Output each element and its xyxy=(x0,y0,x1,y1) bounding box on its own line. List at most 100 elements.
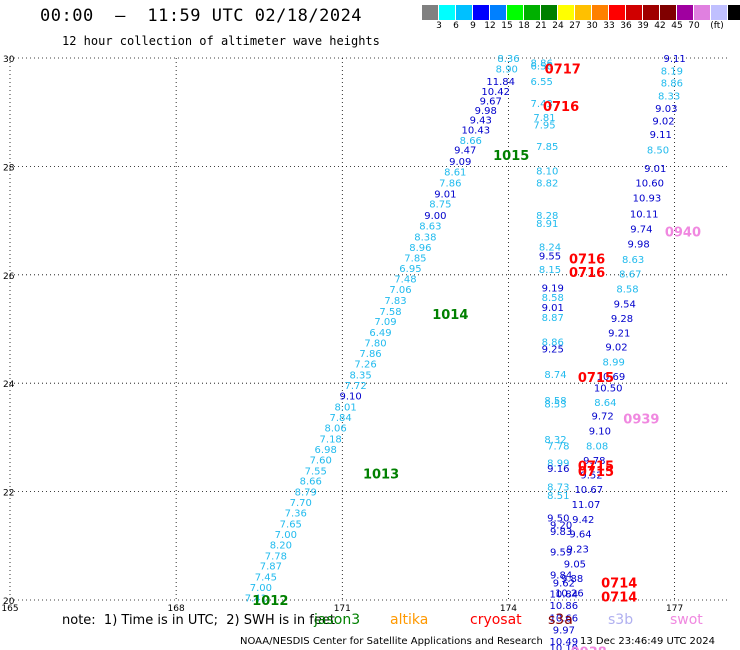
units-note: note: 1) Time is in UTC; 2) SWH is in fe… xyxy=(62,613,335,628)
wave-height-value: 9.42 xyxy=(572,515,594,526)
wave-height-colorbar: 3 6 9 12 15 18 21 24 27 30 33 36 39 42 45 70 (ft) xyxy=(422,5,740,32)
wave-height-value: 7.86 xyxy=(359,349,381,360)
colorbar-label: 30 xyxy=(586,21,598,31)
chart-subtitle: 12 hour collection of altimeter wave hei… xyxy=(62,34,380,48)
wave-height-value: 9.10 xyxy=(339,391,361,402)
wave-height-value: 9.10 xyxy=(589,427,611,438)
wave-height-value: 9.67 xyxy=(480,97,502,108)
y-tick-label: 30 xyxy=(3,55,15,65)
wave-height-value: 10.42 xyxy=(481,87,510,98)
pass-time-label: 0716 xyxy=(569,253,605,268)
wave-height-value: 8.75 xyxy=(429,200,451,211)
colorbar-swatch xyxy=(626,5,643,20)
wave-height-value: 8.91 xyxy=(536,219,558,230)
colorbar-swatch xyxy=(456,5,473,20)
wave-height-value: 7.83 xyxy=(384,296,406,307)
wave-height-value: 8.35 xyxy=(349,370,371,381)
colorbar-swatch xyxy=(677,5,694,20)
wave-height-value: 7.55 xyxy=(305,466,327,477)
wave-height-value: 9.05 xyxy=(564,559,586,570)
wave-height-value: 8.67 xyxy=(619,270,641,281)
wave-height-value: 9.59 xyxy=(550,548,572,559)
wave-height-value: 9.50 xyxy=(547,513,569,524)
wave-height-value: 7.45 xyxy=(255,572,277,583)
wave-height-value: 9.11 xyxy=(663,54,685,65)
wave-height-value: 9.28 xyxy=(611,314,633,325)
wave-height-value: 8.38 xyxy=(414,233,436,244)
wave-height-value: 6.98 xyxy=(315,445,337,456)
colorbar-swatch xyxy=(643,5,660,20)
colorbar-label: 18 xyxy=(518,21,530,31)
wave-height-value: 9.16 xyxy=(547,464,569,475)
pass-time-label: 1014 xyxy=(432,308,468,323)
pass-time-label: 0714 xyxy=(601,577,637,592)
wave-height-values: 8.368.9011.8410.429.679.989.4310.438.669… xyxy=(245,54,686,650)
satellite-legend-altika: altika xyxy=(390,612,429,628)
wave-height-value: 8.36 xyxy=(497,54,519,65)
generated-timestamp: 13 Dec 23:46:49 UTC 2024 xyxy=(580,636,715,647)
colorbar-label: 12 xyxy=(484,21,496,31)
wave-height-value: 8.96 xyxy=(409,243,431,254)
wave-height-value: 7.00 xyxy=(250,583,272,594)
wave-height-value: 8.66 xyxy=(460,136,482,147)
satellite-legend-jason3: jason3 xyxy=(314,612,361,628)
wave-height-value: 7.87 xyxy=(260,562,282,573)
wave-height-value: 8.24 xyxy=(539,242,561,253)
wave-height-value: 7.81 xyxy=(533,113,555,124)
wave-height-value: 10.11 xyxy=(630,209,659,220)
wave-height-value: 9.43 xyxy=(470,116,492,127)
colorbar-swatches xyxy=(422,5,740,20)
wave-height-value: 9.02 xyxy=(605,343,627,354)
wave-height-value: 10.60 xyxy=(635,178,664,189)
colorbar-label: 33 xyxy=(603,21,615,31)
wave-height-value: 10.26 xyxy=(555,589,584,600)
wave-height-value: 7.06 xyxy=(389,285,411,296)
wave-height-value: 7.48 xyxy=(394,274,416,285)
satellite-legend-s3b: s3b xyxy=(608,612,634,628)
wave-height-value: 10.43 xyxy=(461,125,490,136)
wave-height-value: 9.62 xyxy=(553,578,575,589)
wave-height-value: 9.23 xyxy=(567,544,589,555)
wave-height-value: 9.78 xyxy=(583,456,605,467)
wave-height-value: 10.84 xyxy=(550,589,579,600)
pass-time-label: 1013 xyxy=(363,467,399,482)
wave-height-value: 9.11 xyxy=(650,130,672,141)
colorbar-swatch xyxy=(660,5,677,20)
wave-height-value: 7.00 xyxy=(275,530,297,541)
pass-time-label: 0940 xyxy=(665,226,701,241)
wave-height-value: 9.88 xyxy=(561,574,583,585)
pass-time-label: 0715 xyxy=(578,371,614,386)
wave-height-value: 7.60 xyxy=(310,455,332,466)
wave-height-value: 8.63 xyxy=(419,221,441,232)
wave-height-value: 7.26 xyxy=(354,359,376,370)
colorbar-label: 27 xyxy=(569,21,581,31)
wave-height-value: 9.55 xyxy=(539,252,561,263)
colorbar-swatch xyxy=(694,5,711,20)
wave-height-value: 10.49 xyxy=(550,637,579,648)
wave-height-value: 9.20 xyxy=(550,520,572,531)
wave-height-value: 9.83 xyxy=(550,527,572,538)
pass-time-label: 0715 xyxy=(578,460,614,475)
x-tick-label: 165 xyxy=(1,604,18,614)
pass-time-label: 0715 xyxy=(578,465,614,480)
x-tick-label: 168 xyxy=(168,604,185,614)
colorbar-swatch xyxy=(524,5,541,20)
wave-height-value: 9.72 xyxy=(591,412,613,423)
wave-height-value: 9.54 xyxy=(614,299,636,310)
wave-height-value: 7.85 xyxy=(536,142,558,153)
colorbar-swatch xyxy=(473,5,490,20)
credit-line: NOAA/NESDIS Center for Satellite Applica… xyxy=(240,636,543,647)
y-tick-label: 20 xyxy=(3,597,15,607)
wave-height-value: 7.78 xyxy=(547,441,569,452)
pass-time-label: 1015 xyxy=(493,149,529,164)
wave-height-value: 7.18 xyxy=(320,434,342,445)
pass-time-label: 1012 xyxy=(252,594,288,609)
pass-time-label: 0717 xyxy=(545,62,581,77)
wave-height-value: 7.84 xyxy=(330,413,352,424)
wave-height-value: 7.36 xyxy=(285,509,307,520)
colorbar-label: 70 xyxy=(688,21,700,31)
wave-height-value: 9.01 xyxy=(434,189,456,200)
wave-height-value: 8.50 xyxy=(647,145,669,156)
colorbar-label: 42 xyxy=(654,21,666,31)
wave-height-value: 10.19 xyxy=(550,643,579,650)
